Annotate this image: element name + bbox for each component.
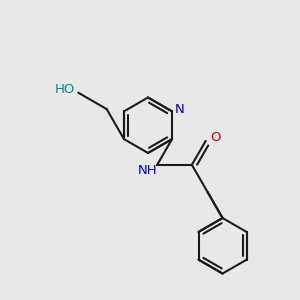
Text: N: N bbox=[175, 103, 185, 116]
Text: O: O bbox=[210, 131, 221, 144]
Text: HO: HO bbox=[54, 83, 75, 96]
Text: NH: NH bbox=[137, 164, 157, 177]
